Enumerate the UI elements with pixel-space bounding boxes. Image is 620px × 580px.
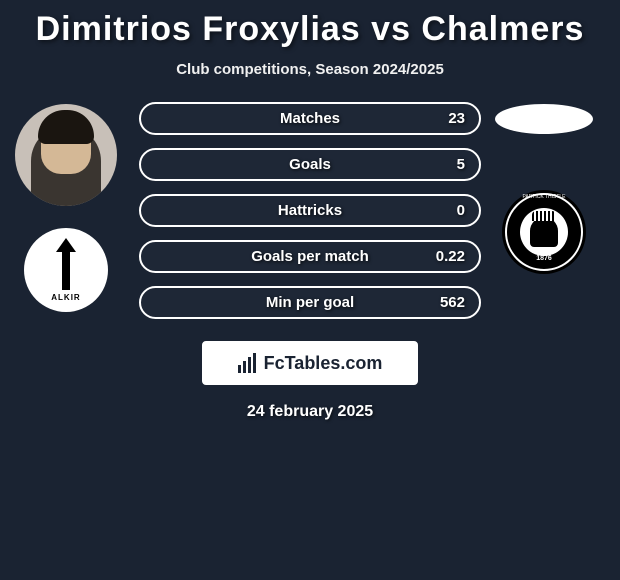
player1-hair bbox=[38, 110, 94, 144]
player1-club-logo: ALKIR bbox=[24, 228, 108, 312]
chart-icon bbox=[238, 353, 256, 373]
stat-label: Goals per match bbox=[251, 248, 369, 265]
stat-value: 0 bbox=[457, 202, 465, 219]
stat-row-hattricks: Hattricks 0 bbox=[139, 194, 481, 227]
date-text: 24 february 2025 bbox=[0, 403, 620, 421]
stat-value: 23 bbox=[448, 110, 465, 127]
club2-top-text: PARTICK THISTLE bbox=[522, 194, 565, 200]
club1-tower-icon bbox=[62, 250, 70, 290]
player2-photo-placeholder bbox=[495, 104, 593, 134]
subtitle: Club competitions, Season 2024/2025 bbox=[0, 61, 620, 78]
player1-column: ALKIR bbox=[6, 102, 126, 312]
stat-row-goals: Goals 5 bbox=[139, 148, 481, 181]
stats-list: Matches 23 Goals 5 Hattricks 0 Goals per… bbox=[139, 102, 481, 319]
player1-photo bbox=[15, 104, 117, 206]
player2-column: PARTICK THISTLE 1876 bbox=[490, 102, 598, 274]
stat-value: 562 bbox=[440, 294, 465, 311]
stat-row-mpg: Min per goal 562 bbox=[139, 286, 481, 319]
stat-label: Hattricks bbox=[278, 202, 342, 219]
club1-name: ALKIR bbox=[51, 293, 80, 302]
main-area: ALKIR PARTICK THISTLE 1876 Matches 23 Go… bbox=[0, 102, 620, 421]
thistle-icon bbox=[530, 217, 558, 247]
stat-label: Min per goal bbox=[266, 294, 354, 311]
brand-box[interactable]: FcTables.com bbox=[202, 341, 418, 385]
club2-year: 1876 bbox=[536, 255, 552, 262]
page-title: Dimitrios Froxylias vs Chalmers bbox=[0, 10, 620, 49]
stat-value: 5 bbox=[457, 156, 465, 173]
stat-row-matches: Matches 23 bbox=[139, 102, 481, 135]
stat-label: Matches bbox=[280, 110, 340, 127]
stat-row-gpm: Goals per match 0.22 bbox=[139, 240, 481, 273]
brand-text: FcTables.com bbox=[264, 353, 383, 374]
player2-club-logo: PARTICK THISTLE 1876 bbox=[502, 190, 586, 274]
comparison-card: Dimitrios Froxylias vs Chalmers Club com… bbox=[0, 0, 620, 421]
stat-value: 0.22 bbox=[436, 248, 465, 265]
stat-label: Goals bbox=[289, 156, 331, 173]
